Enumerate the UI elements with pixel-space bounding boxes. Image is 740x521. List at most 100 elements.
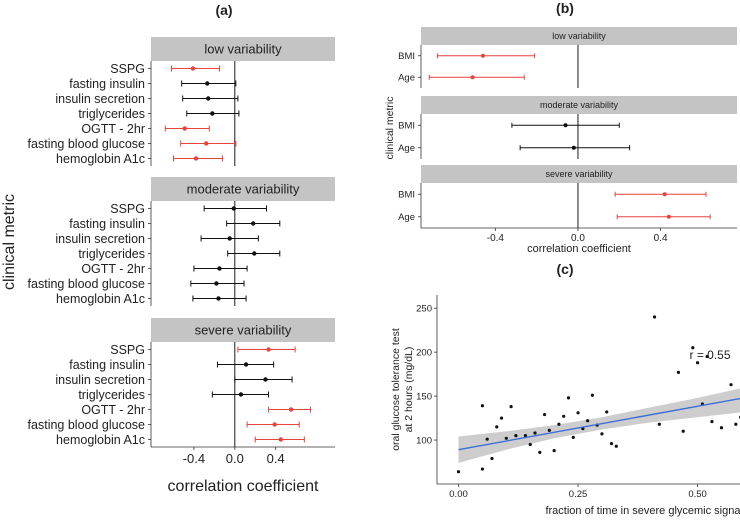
x-tick-label: 0.4 — [267, 451, 285, 466]
forest-row: insulin secretion — [55, 92, 239, 106]
y-tick-label: fasting insulin — [69, 217, 145, 231]
forest-row: fasting blood glucose — [28, 277, 245, 291]
y-tick-label: 200 — [416, 348, 432, 359]
y-tick-label: 250 — [416, 304, 432, 315]
point-estimate — [480, 53, 485, 58]
forest-row: insulin secretion — [55, 373, 293, 387]
point-estimate — [182, 126, 187, 131]
facet-strip — [421, 96, 737, 114]
data-point — [566, 396, 571, 400]
forest-row: OGTT - 2hr — [81, 262, 248, 276]
forest-row: hemoglobin A1c — [56, 152, 224, 166]
x-tick-label: 0.0 — [226, 451, 244, 466]
y-tick-label: Age — [398, 212, 415, 223]
facet-strip — [421, 165, 737, 183]
forest-row: triglycerides — [78, 107, 240, 121]
forest-row: insulin secretion — [55, 232, 259, 246]
data-point — [600, 432, 604, 436]
y-tick-label: hemoglobin A1c — [56, 433, 145, 447]
facet-strip-label: severe variability — [545, 169, 613, 179]
facet-strip — [151, 37, 335, 61]
forest-row: fasting insulin — [69, 217, 281, 231]
point-estimate — [666, 214, 671, 219]
data-point — [480, 467, 485, 471]
data-point — [509, 405, 513, 409]
facet-severe-variability: severe variability BMI Age — [398, 165, 737, 228]
y-axis-title: clinical metric — [1, 194, 18, 290]
data-point — [495, 425, 499, 429]
y-tick-label: SSPG — [110, 62, 145, 76]
regression-line — [458, 397, 740, 451]
y-tick-label: SSPG — [110, 202, 145, 216]
point-estimate — [662, 192, 667, 197]
y-tick-label: triglycerides — [78, 107, 145, 121]
point-estimate — [206, 96, 211, 101]
point-estimate — [263, 377, 268, 382]
data-point — [571, 435, 575, 440]
forest-row: fasting insulin — [69, 77, 237, 91]
facet-strip — [151, 177, 335, 201]
correlation-annotation: r = 0.55 — [689, 348, 730, 362]
y-tick-label: insulin secretion — [55, 92, 145, 106]
forest-row: fasting insulin — [69, 358, 275, 372]
forest-row: SSPG — [110, 62, 220, 76]
data-point — [590, 393, 594, 397]
point-estimate — [227, 236, 232, 241]
y-axis-title: clinical metric — [384, 96, 396, 159]
facet-strip-label: moderate variability — [540, 100, 619, 110]
data-point — [605, 410, 609, 414]
forest-row: fasting blood glucose — [28, 418, 300, 432]
x-axis-title: correlation coefficient — [168, 478, 319, 495]
confidence-band — [458, 388, 740, 463]
point-estimate — [217, 266, 222, 271]
data-point — [695, 361, 700, 365]
x-tick-label: 0.0 — [571, 233, 585, 244]
data-point — [705, 354, 709, 359]
forest-row: SSPG — [110, 202, 268, 216]
data-point — [614, 444, 618, 448]
y-tick-label: hemoglobin A1c — [56, 292, 145, 306]
y-tick-label: 150 — [416, 391, 432, 402]
data-point — [542, 412, 547, 417]
forest-row: Age — [398, 73, 525, 84]
facet-strip-label: moderate variability — [187, 182, 300, 197]
point-estimate — [571, 145, 576, 150]
facet-strip-label: low variability — [204, 42, 282, 57]
point-estimate — [238, 392, 244, 397]
y-tick-label: BMI — [398, 121, 415, 132]
x-tick-label: 0.00 — [449, 489, 468, 500]
x-tick-label: -0.4 — [487, 233, 505, 244]
forest-row: BMI — [398, 51, 536, 62]
y-tick-label: fasting blood glucose — [28, 418, 145, 432]
y-tick-label: fasting blood glucose — [28, 277, 145, 291]
y-tick-label: triglycerides — [78, 247, 145, 261]
data-point — [533, 431, 537, 435]
y-tick-label: SSPG — [110, 343, 145, 357]
forest-row: triglycerides — [78, 388, 270, 402]
y-tick-label: fasting insulin — [69, 77, 145, 91]
x-axis-title: fraction of time in severe glycemic sign… — [545, 505, 740, 517]
data-point — [547, 428, 551, 432]
point-estimate — [470, 75, 475, 80]
y-tick-label: OGTT - 2hr — [81, 403, 145, 417]
data-point — [528, 442, 532, 447]
data-point — [576, 411, 580, 415]
panel-a-label: (a) — [215, 2, 232, 18]
forest-row: OGTT - 2hr — [81, 403, 311, 417]
point-estimate — [190, 66, 196, 71]
data-point — [504, 436, 508, 440]
point-estimate — [278, 437, 284, 442]
x-tick-label: 0.25 — [569, 489, 588, 500]
y-tick-label: hemoglobin A1c — [56, 152, 145, 166]
data-point — [552, 448, 556, 453]
y-tick-label: 100 — [416, 435, 432, 446]
data-point — [657, 422, 661, 426]
y-tick-label: OGTT - 2hr — [81, 122, 145, 136]
data-point — [523, 434, 528, 438]
x-axis-title: correlation coefficient — [527, 243, 631, 255]
